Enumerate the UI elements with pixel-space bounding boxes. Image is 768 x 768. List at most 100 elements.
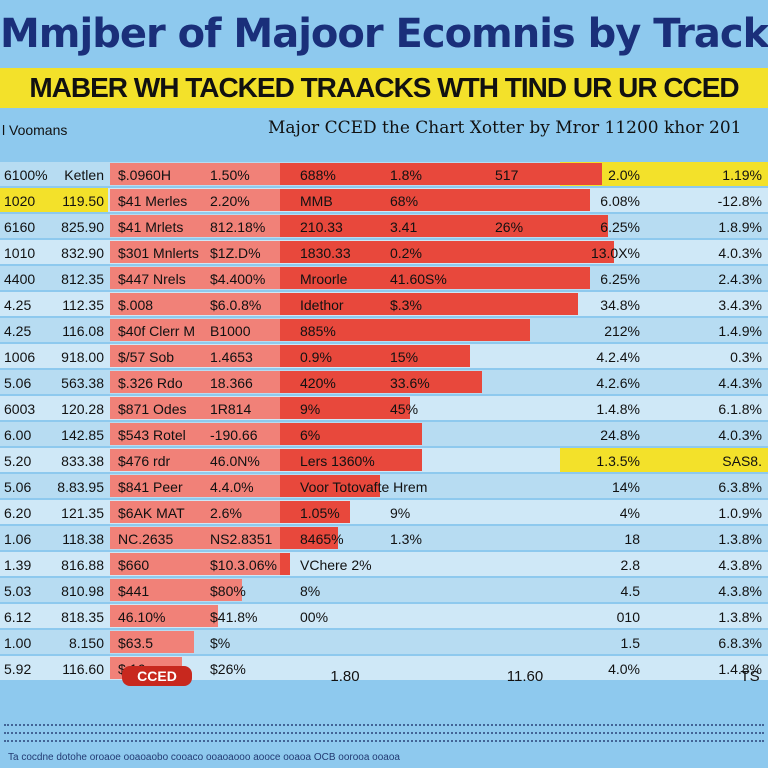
row-pct5: 4.2.4% [596,349,640,365]
row-label: $41 Mrlets [118,219,183,235]
row-col2: 112.35 [62,297,104,313]
data-bar-label-zone [110,189,280,211]
row-col1: 4.25 [4,297,31,313]
row-col1: 1010 [4,245,35,261]
row-right-value: 2.4.3% [718,271,762,287]
row-col2: 825.90 [61,219,104,235]
row-pct1: $26% [210,661,246,677]
row-pct1: 1.50% [210,167,250,183]
row-label: $660 [118,557,149,573]
row-col1: 4.25 [4,323,31,339]
data-bar-label-zone [110,553,280,575]
row-col2: Ketlen [64,167,104,183]
row-col1: 6160 [4,219,35,235]
row-pct1: 1R814 [210,401,251,417]
row-col2: 833.38 [61,453,104,469]
row-pct5: 6.08% [600,193,640,209]
row-pct5: 4.5 [621,583,641,599]
row-right-value: 4.4.3% [718,375,762,391]
row-pct2: 8465% [300,531,344,547]
row-pct1: -190.66 [210,427,258,443]
row-col1: 1.06 [4,531,31,547]
row-col2: 8.83.95 [57,479,104,495]
row-pct5: 34.8% [600,297,640,313]
row-pct2: 210.33 [300,219,343,235]
row-pct3: 68% [390,193,418,209]
row-right-value: 6.1.8% [718,401,762,417]
row-label: $301 Mnlerts [118,245,199,261]
row-pct3: 33.6% [390,375,430,391]
row-pct2: Mroorle [300,271,348,287]
row-pct2: 885% [300,323,336,339]
row-col2: 142.85 [61,427,104,443]
row-pct2: 0.9% [300,349,332,365]
panel-left-label: l Voomans [2,122,68,138]
row-col1: 1.00 [4,635,31,651]
row-label: $.008 [118,297,153,313]
row-pct2: 420% [300,375,336,391]
row-pct5: 24.8% [600,427,640,443]
row-right-value: 1.4.9% [718,323,762,339]
data-bar-label-zone [110,605,218,627]
row-col1: 5.20 [4,453,31,469]
row-col2: 816.88 [61,557,104,573]
row-pct1: 4.4.0% [210,479,254,495]
row-right-value: 4.3.8% [718,557,762,573]
row-pct5: 13.0X% [591,245,640,261]
row-pct5: 212% [604,323,640,339]
row-label: $/57 Sob [118,349,174,365]
row-pct4: 26% [495,219,523,235]
row-pct4: 517 [495,167,519,183]
row-col2: 120.28 [61,401,104,417]
row-label: $543 Rotel [118,427,186,443]
axis-label: 11.60 [507,668,543,685]
data-bar-label-zone [110,579,242,601]
row-right-value: 4.0.3% [718,427,762,443]
row-label: $40f Clerr M [118,323,195,339]
row-label: $441 [118,583,149,599]
row-right-value: 4.3.8% [718,583,762,599]
row-col1: 5.06 [4,375,31,391]
row-right-value: 1.8.9% [718,219,762,235]
row-pct2: 8% [300,583,320,599]
row-pct1: B1000 [210,323,251,339]
row-col1: 1.39 [4,557,31,573]
footer-text: Ta cocdne dotohe oroaoe ooaoaobo cooaco … [8,752,400,763]
row-label: 46.10% [118,609,165,625]
row-pct1: $41.8% [210,609,257,625]
row-label: $447 Nrels [118,271,186,287]
row-col1: 4400 [4,271,35,287]
row-pct2: MMB [300,193,333,209]
row-col1: 6003 [4,401,35,417]
row-col1: 6.20 [4,505,31,521]
row-pct2: 9% [300,401,320,417]
row-pct2: 1830.33 [300,245,351,261]
row-pct1: 2.20% [210,193,250,209]
row-pct3: 1.3% [390,531,422,547]
data-bar-label-zone [110,293,280,315]
data-bar-label-zone [110,475,280,497]
row-label: $476 rdr [118,453,170,469]
row-right-value: 1.0.9% [718,505,762,521]
row-pct1: $% [210,635,230,651]
axis-label: 1.80 [330,668,359,685]
row-label: $6AK MAT [118,505,185,521]
row-highlight [0,188,108,212]
row-col2: 563.38 [61,375,104,391]
data-bar-label-zone [110,501,280,523]
chart-subtitle: MABER WH TACKED TRAACKS WTH TIND UR UR C… [0,68,768,108]
row-col2: 118.38 [62,531,104,547]
data-bar-label-zone [110,267,280,289]
row-pct5: 4% [620,505,640,521]
data-bar-label-zone [110,371,280,393]
row-pct5: 14% [612,479,640,495]
row-pct1: NS2.8351 [210,531,272,547]
chart-footer: Ta cocdne dotohe oroaoe ooaoaobo cooaco … [0,718,768,768]
data-bar-label-zone [110,163,280,185]
row-label: $41 Merles [118,193,187,209]
chart-title: Mmjber of Majoor Ecomnis by Track [0,11,768,57]
row-pct2: 6% [300,427,320,443]
row-col1: 1006 [4,349,35,365]
row-col1: 5.92 [4,661,31,677]
row-col1: 5.06 [4,479,31,495]
